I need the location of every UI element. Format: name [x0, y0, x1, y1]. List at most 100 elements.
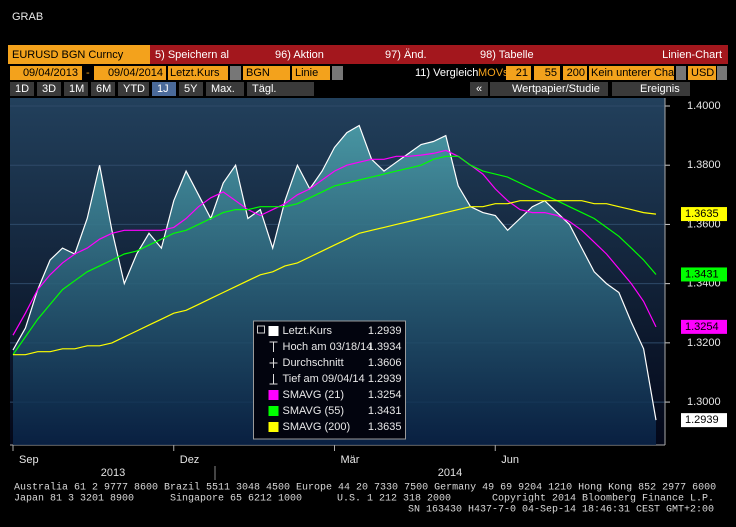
dropdown-arrow[interactable] — [332, 66, 343, 80]
command-button[interactable]: 98) Tabelle — [480, 49, 534, 61]
security-box[interactable] — [8, 45, 150, 64]
series-line — [12, 149, 657, 336]
period-button[interactable] — [179, 82, 203, 96]
footer-contacts: Singapore 65 6212 1000 — [170, 493, 302, 505]
period-label: 6M — [96, 83, 111, 95]
period-button[interactable] — [118, 82, 149, 96]
field: Letzt.Kurs — [170, 67, 220, 79]
y-tick-label: 1.3600 — [687, 218, 721, 230]
last-value-label: 1.3254 — [685, 321, 719, 333]
x-tick-label: Jun — [501, 454, 519, 466]
collapse-button[interactable] — [470, 82, 488, 96]
style: Linie — [295, 67, 318, 79]
last-value-tag — [681, 207, 727, 222]
command-button[interactable]: 5) Speichern al — [155, 49, 229, 61]
input-box[interactable] — [506, 66, 531, 80]
input-box[interactable] — [168, 66, 228, 80]
last-value-tag — [681, 413, 727, 428]
currency: USD — [691, 67, 714, 79]
source: BGN — [246, 67, 270, 79]
last-value-tag — [681, 319, 727, 334]
input-box[interactable] — [589, 66, 674, 80]
year-label: 2014 — [438, 467, 462, 479]
last-value-label: 1.3431 — [685, 268, 719, 280]
legend-label: Durchschnitt — [283, 357, 344, 369]
legend-swatch — [268, 422, 279, 432]
mov-label: MOVs — [478, 67, 509, 79]
legend-label: Hoch am 03/18/14 — [283, 341, 373, 353]
tool-label: Ereignis — [640, 83, 680, 95]
legend-value: 1.3431 — [368, 405, 402, 417]
security: EURUSD BGN Curncy — [12, 49, 124, 61]
collapse: « — [476, 83, 482, 95]
series-line — [12, 155, 657, 356]
window-title: GRAB — [12, 11, 43, 23]
last-value-tag — [681, 267, 727, 282]
period-label: Max. — [211, 83, 235, 95]
period-label: 1M — [69, 83, 84, 95]
period-button[interactable] — [152, 82, 176, 96]
period-label: 3D — [42, 83, 56, 95]
mov-period: 21 — [516, 67, 528, 79]
legend-swatch — [268, 406, 279, 416]
dropdown-arrow[interactable] — [230, 66, 241, 80]
legend-value: 1.2939 — [368, 325, 402, 337]
tool-button[interactable] — [490, 82, 608, 96]
period-button[interactable] — [206, 82, 244, 96]
footer-session: SN 163430 H437-7-0 04-Sep-14 18:46:31 CE… — [408, 505, 714, 516]
period-button[interactable] — [91, 82, 115, 96]
dropdown-arrow[interactable] — [717, 66, 727, 80]
legend-value: 1.3934 — [368, 341, 402, 353]
legend-swatch — [268, 390, 279, 400]
period-label: Tägl. — [252, 83, 276, 95]
period-label: YTD — [123, 83, 145, 95]
input-box[interactable] — [94, 66, 166, 80]
period-button[interactable] — [37, 82, 61, 96]
legend-collapse[interactable] — [257, 325, 265, 334]
input-box[interactable] — [563, 66, 587, 80]
y-tick-label: 1.3800 — [687, 159, 721, 171]
period-button[interactable] — [64, 82, 88, 96]
period-label: 5Y — [184, 83, 198, 95]
legend-value: 1.2939 — [368, 373, 402, 385]
footer-contacts: U.S. 1 212 318 2000 — [337, 494, 451, 505]
legend-label: SMAVG (55) — [283, 405, 345, 417]
tool-label: Wertpapier/Studie — [512, 83, 600, 95]
period-button[interactable] — [10, 82, 34, 96]
series-line — [12, 124, 657, 421]
compare[interactable]: 11) Vergleich — [415, 67, 478, 79]
dropdown-arrow[interactable] — [676, 66, 686, 80]
start-date: 09/04/2013 — [23, 67, 78, 79]
input-box[interactable] — [243, 66, 290, 80]
year-label: 2013 — [101, 467, 125, 479]
chart-type: Linien-Chart — [662, 49, 722, 61]
tool-button[interactable] — [612, 82, 690, 96]
y-tick-label: 1.4000 — [687, 100, 721, 112]
input-box[interactable] — [688, 66, 716, 80]
input-box[interactable] — [10, 66, 82, 80]
last-value-label: 1.3635 — [685, 208, 719, 220]
legend-label: Letzt.Kurs — [283, 325, 333, 337]
period-label: 1D — [15, 83, 29, 95]
legend-label: Tief am 09/04/14 — [283, 373, 365, 385]
command-button[interactable]: 97) Änd. — [385, 49, 427, 61]
input-box[interactable] — [292, 66, 330, 80]
period-button[interactable] — [247, 82, 314, 96]
command-button[interactable]: 96) Aktion — [275, 49, 324, 61]
x-tick-label: Dez — [180, 454, 200, 466]
legend-value: 1.3635 — [368, 421, 402, 433]
last-value-label: 1.2939 — [685, 414, 719, 426]
separator: - — [86, 67, 90, 79]
command-bar — [8, 45, 728, 64]
input-box[interactable] — [534, 66, 560, 80]
legend-value: 1.3254 — [368, 389, 402, 401]
mov-period: 200 — [567, 67, 585, 79]
end-date: 09/04/2014 — [108, 67, 163, 79]
legend-box — [253, 320, 406, 440]
y-tick-label: 1.3000 — [687, 396, 721, 408]
y-tick-label: 1.3200 — [687, 337, 721, 349]
lower-chart: Kein unterer Cha — [591, 67, 675, 79]
legend-label: SMAVG (200) — [283, 421, 351, 433]
period-label: 1J — [157, 83, 169, 95]
